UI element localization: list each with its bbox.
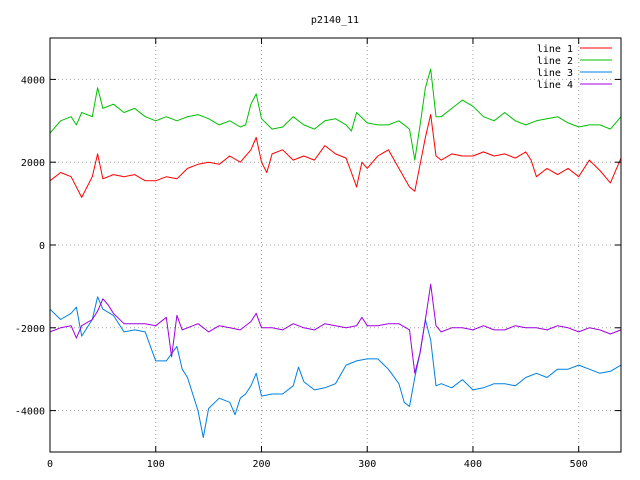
x-tick-label: 0 [47, 459, 53, 470]
x-tick-label: 200 [252, 459, 270, 470]
x-tick-label: 100 [147, 459, 165, 470]
series-line-1 [49, 114, 622, 198]
series-line-3 [49, 296, 622, 438]
chart-title: p2140_11 [311, 15, 359, 26]
series-line-2 [49, 68, 622, 161]
series-line-4 [49, 283, 622, 374]
y-tick-label: -2000 [15, 324, 45, 335]
y-tick-label: -4000 [15, 407, 45, 418]
y-tick-label: 4000 [21, 75, 45, 86]
legend-label-4: line 4 [537, 80, 573, 91]
axis-ticks: 0 100 200 300 400 500 -4000 -2000 0 2000 4000 [15, 38, 621, 470]
y-tick-label: 2000 [21, 158, 45, 169]
plot-frame [49, 37, 622, 453]
legend-label-3: line 3 [537, 68, 573, 79]
x-tick-label: 400 [464, 459, 482, 470]
grid [50, 38, 621, 452]
x-tick-label: 500 [570, 459, 588, 470]
series-group [49, 68, 622, 438]
x-tick-label: 300 [358, 459, 376, 470]
legend-label-1: line 1 [537, 44, 573, 55]
legend-label-2: line 2 [537, 56, 573, 67]
y-tick-label: 0 [39, 241, 45, 252]
